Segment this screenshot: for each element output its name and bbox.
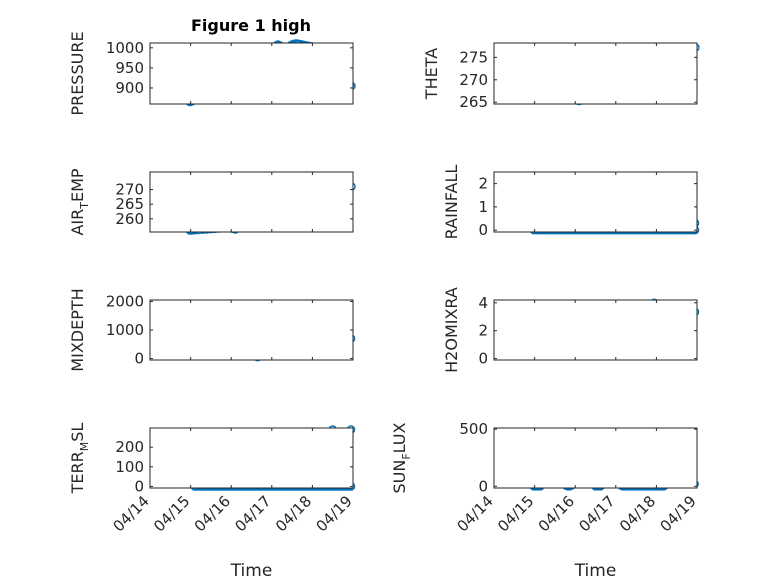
subplot-mixdepth: 0 1000 2000 MIXDEPTH <box>68 288 356 372</box>
x-tick-label: 04/15 <box>494 492 537 535</box>
subplot-pressure: Figure 1 high 900 950 1000 PRESSURE <box>68 16 356 116</box>
y-tick-label: 100 <box>115 458 144 476</box>
subplot-theta: 265 270 275 THETA <box>422 42 700 111</box>
y-tick-label: 0 <box>134 350 144 368</box>
y-tick-label: 270 <box>115 181 144 199</box>
x-tick-label: 04/17 <box>575 492 618 535</box>
x-tick-label: 04/16 <box>535 492 578 535</box>
y-tick-label: 0 <box>134 477 144 495</box>
axes-box <box>493 171 698 233</box>
y-axis-label: SUNFLUX <box>390 422 413 493</box>
axes-box <box>149 299 354 361</box>
y-axis-label: AIRTEMP <box>68 168 91 235</box>
x-tick-label: 04/15 <box>150 492 193 535</box>
y-axis-label: H2OMIXRA <box>442 287 461 373</box>
axes-box <box>149 42 354 105</box>
y-tick-label: 500 <box>459 420 488 438</box>
subplot-h2omixra: 0 2 4 H2OMIXRA <box>442 287 700 373</box>
x-tick-label: 04/16 <box>191 492 234 535</box>
subplot-rainfall: 0 1 2 RAINFALL <box>442 165 700 240</box>
y-tick-label: 0 <box>478 350 488 368</box>
x-tick-label: 04/18 <box>616 492 659 535</box>
x-tick-label: 04/19 <box>657 492 700 535</box>
y-tick-label: 2 <box>478 322 488 340</box>
y-tick-label: 275 <box>459 48 488 66</box>
axes-box <box>493 299 698 361</box>
y-tick-label: 2000 <box>106 292 144 310</box>
x-tick-label: 04/18 <box>272 492 315 535</box>
axes-box <box>149 427 354 489</box>
x-axis-label: Time <box>230 561 273 581</box>
y-tick-label: 0 <box>478 221 488 239</box>
y-axis-label: RAINFALL <box>442 165 461 240</box>
x-tick-label: 04/17 <box>231 492 274 535</box>
y-tick-label: 1 <box>478 198 488 216</box>
y-tick-label: 265 <box>115 195 144 213</box>
y-axis-label: TERRMSL <box>68 423 91 495</box>
x-tick-label: 04/14 <box>110 492 153 535</box>
x-tick-label: 04/14 <box>454 492 497 535</box>
chart-title: Figure 1 high <box>191 16 311 35</box>
y-tick-label: 950 <box>115 59 144 77</box>
y-tick-label: 260 <box>115 210 144 228</box>
y-tick-label: 1000 <box>106 321 144 339</box>
y-axis-label: PRESSURE <box>68 31 87 115</box>
x-tick-label: 04/19 <box>313 492 356 535</box>
axes-box <box>493 427 698 489</box>
y-tick-label: 900 <box>115 79 144 97</box>
y-axis-label: MIXDEPTH <box>68 288 87 371</box>
y-tick-label: 265 <box>459 93 488 111</box>
axes-box <box>149 171 354 233</box>
y-axis-label: THETA <box>422 48 441 100</box>
y-tick-label: 2 <box>478 175 488 193</box>
y-tick-label: 0 <box>478 477 488 495</box>
x-axis-label: Time <box>574 561 617 581</box>
y-tick-label: 200 <box>115 438 144 456</box>
y-tick-label: 1000 <box>106 39 144 57</box>
y-tick-label: 4 <box>478 294 488 312</box>
axes-box <box>493 42 698 105</box>
y-tick-label: 270 <box>459 71 488 89</box>
